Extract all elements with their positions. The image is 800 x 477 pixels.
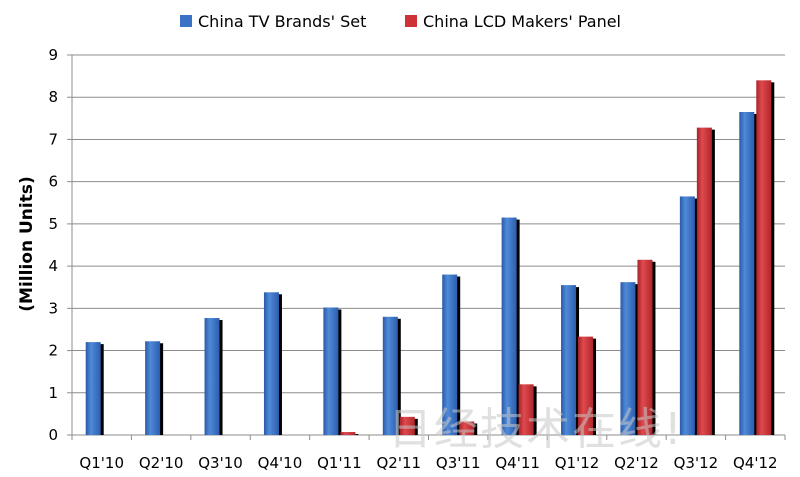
bar-lcd-makers	[399, 416, 415, 435]
x-tick-label: Q2'11	[377, 454, 422, 472]
x-tick-label: Q2'10	[139, 454, 184, 472]
y-tick-label: 1	[48, 384, 58, 402]
bar-tv-brands	[561, 285, 577, 435]
y-tick-label: 4	[48, 257, 58, 275]
y-tick-label: 9	[48, 46, 58, 64]
bar-tv-brands	[145, 341, 161, 435]
bar-lcd-makers	[756, 80, 772, 435]
bar-lcd-makers	[578, 336, 594, 435]
y-tick-label: 6	[48, 173, 58, 191]
bar-lcd-makers	[696, 127, 712, 435]
bar-tv-brands	[442, 274, 458, 435]
bar-tv-brands	[204, 318, 220, 435]
watermark-text: 日经技术在线!	[388, 404, 684, 455]
bar-lcd-makers	[518, 384, 534, 435]
x-tick-label: Q4'10	[258, 454, 303, 472]
bar-tv-brands	[620, 282, 636, 435]
bar-tv-brands	[85, 342, 101, 435]
y-tick-label: 8	[48, 88, 58, 106]
bar-lcd-makers	[340, 432, 356, 435]
bar-tv-brands	[323, 307, 339, 435]
x-tick-label: Q1'10	[79, 454, 124, 472]
legend-swatch-lcd-makers	[405, 15, 417, 27]
x-tick-label: Q1'12	[555, 454, 600, 472]
y-tick-label: 2	[48, 342, 58, 360]
bar-tv-brands	[739, 112, 755, 435]
bar-lcd-makers	[637, 259, 653, 435]
legend-label-lcd-makers: China LCD Makers' Panel	[423, 12, 621, 31]
y-tick-label: 5	[48, 215, 58, 233]
y-tick-label: 3	[48, 299, 58, 317]
bar-tv-brands	[382, 316, 398, 435]
y-axis-label: (Million Units)	[17, 176, 37, 311]
bar-tv-brands	[679, 196, 695, 435]
x-tick-label: Q4'12	[733, 454, 778, 472]
x-tick-label: Q2'12	[614, 454, 659, 472]
x-tick-label: Q3'12	[674, 454, 719, 472]
legend-label-tv-brands: China TV Brands' Set	[198, 12, 366, 31]
x-tick-label: Q4'11	[495, 454, 540, 472]
x-tick-label: Q1'11	[317, 454, 362, 472]
bar-lcd-makers	[459, 421, 475, 435]
y-tick-label: 7	[48, 130, 58, 148]
legend-swatch-tv-brands	[180, 15, 192, 27]
x-tick-label: Q3'10	[198, 454, 243, 472]
bar-tv-brands	[501, 217, 517, 435]
y-tick-label: 0	[48, 426, 58, 444]
x-tick-label: Q3'11	[436, 454, 481, 472]
bar-tv-brands	[263, 292, 279, 435]
